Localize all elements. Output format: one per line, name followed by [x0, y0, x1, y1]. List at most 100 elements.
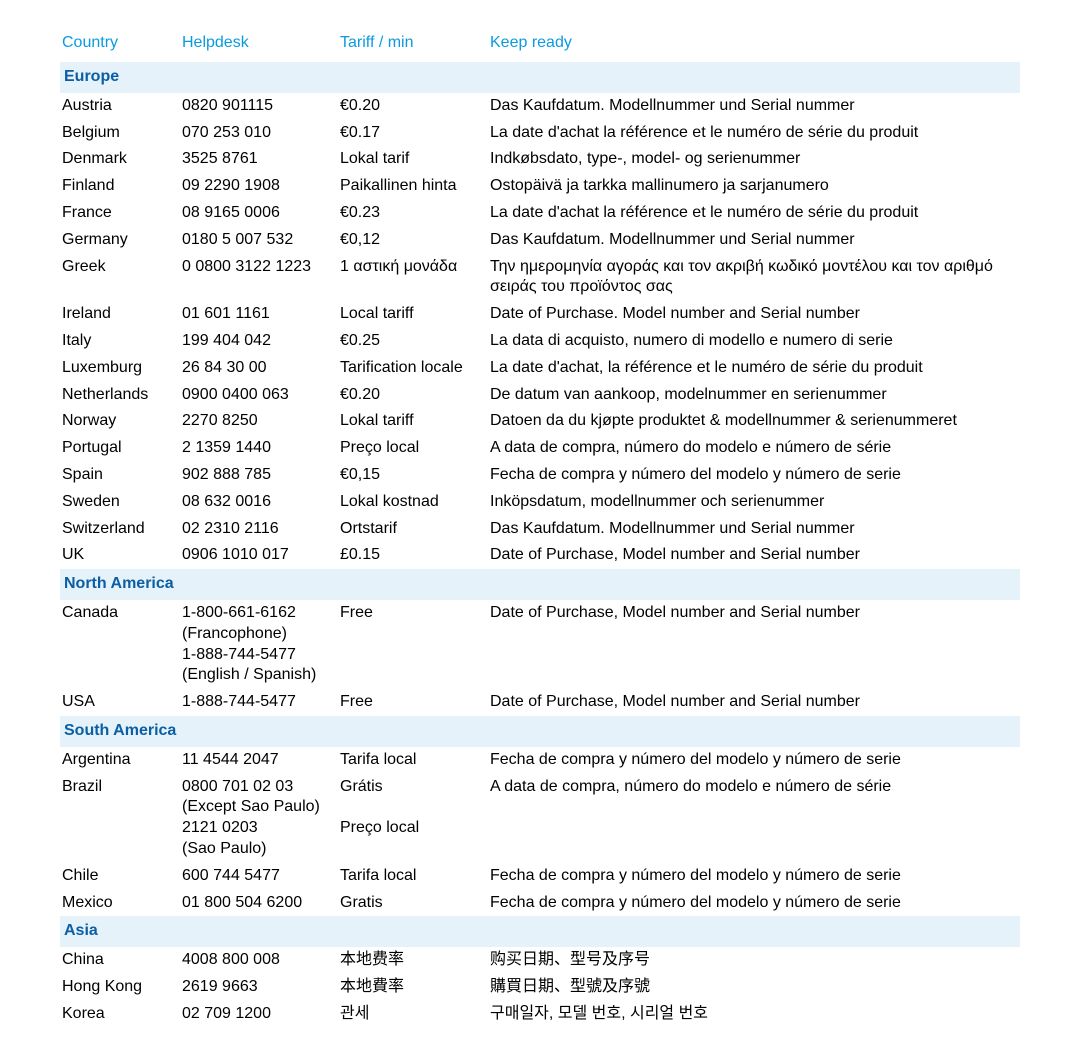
table-row: UK0906 1010 017£0.15Date of Purchase, Mo…: [60, 542, 1020, 569]
table-row: Sweden08 632 0016Lokal kostnadInköpsdatu…: [60, 489, 1020, 516]
cell-keep: 購買日期、型號及序號: [488, 974, 1020, 1001]
cell-keep: Das Kaufdatum. Modellnummer und Serial n…: [488, 93, 1020, 120]
cell-country: Portugal: [60, 435, 180, 462]
cell-helpdesk: 199 404 042: [180, 328, 338, 355]
table-row: Luxemburg26 84 30 00Tarification localeL…: [60, 355, 1020, 382]
cell-country: Hong Kong: [60, 974, 180, 1001]
cell-country: Sweden: [60, 489, 180, 516]
cell-country: Canada: [60, 600, 180, 689]
cell-helpdesk: 02 2310 2116: [180, 516, 338, 543]
cell-tariff: 1 αστική μονάδα: [338, 254, 488, 302]
cell-country: Switzerland: [60, 516, 180, 543]
cell-helpdesk: 2270 8250: [180, 408, 338, 435]
cell-keep: Date of Purchase, Model number and Seria…: [488, 689, 1020, 716]
cell-keep: 购买日期、型号及序号: [488, 947, 1020, 974]
cell-helpdesk: 26 84 30 00: [180, 355, 338, 382]
table-row: Spain902 888 785€0,15Fecha de compra y n…: [60, 462, 1020, 489]
table-row: Italy199 404 042€0.25La data di acquisto…: [60, 328, 1020, 355]
col-keepready: Keep ready: [488, 30, 1020, 62]
table-row: Brazil0800 701 02 03(Except Sao Paulo)21…: [60, 774, 1020, 863]
cell-tariff: Paikallinen hinta: [338, 173, 488, 200]
cell-helpdesk: 08 9165 0006: [180, 200, 338, 227]
cell-tariff: GrátisPreço local: [338, 774, 488, 863]
cell-helpdesk: 11 4544 2047: [180, 747, 338, 774]
cell-country: Luxemburg: [60, 355, 180, 382]
cell-keep: La data di acquisto, numero di modello e…: [488, 328, 1020, 355]
cell-keep: A data de compra, número do modelo e núm…: [488, 435, 1020, 462]
cell-country: Italy: [60, 328, 180, 355]
cell-helpdesk: 0180 5 007 532: [180, 227, 338, 254]
section-title: Asia: [60, 916, 1020, 947]
col-country: Country: [60, 30, 180, 62]
table-row: Netherlands0900 0400 063€0.20De datum va…: [60, 382, 1020, 409]
table-row: Chile600 744 5477Tarifa localFecha de co…: [60, 863, 1020, 890]
cell-helpdesk: 070 253 010: [180, 120, 338, 147]
table-row: Austria0820 901115€0.20Das Kaufdatum. Mo…: [60, 93, 1020, 120]
cell-country: Austria: [60, 93, 180, 120]
table-row: Canada1-800-661-6162(Francophone)1-888-7…: [60, 600, 1020, 689]
cell-helpdesk: 09 2290 1908: [180, 173, 338, 200]
cell-keep: De datum van aankoop, modelnummer en ser…: [488, 382, 1020, 409]
cell-helpdesk: 0906 1010 017: [180, 542, 338, 569]
cell-keep: 구매일자, 모델 번호, 시리얼 번호: [488, 1001, 1020, 1028]
cell-helpdesk: 01 601 1161: [180, 301, 338, 328]
cell-tariff: Lokal tariff: [338, 408, 488, 435]
cell-tariff: Preço local: [338, 435, 488, 462]
cell-country: Netherlands: [60, 382, 180, 409]
cell-helpdesk: 1-800-661-6162(Francophone)1-888-744-547…: [180, 600, 338, 689]
table-row: Norway2270 8250Lokal tariffDatoen da du …: [60, 408, 1020, 435]
table-row: Belgium070 253 010€0.17La date d'achat l…: [60, 120, 1020, 147]
cell-country: Denmark: [60, 146, 180, 173]
cell-country: Greek: [60, 254, 180, 302]
cell-keep: La date d'achat, la référence et le numé…: [488, 355, 1020, 382]
header-row: Country Helpdesk Tariff / min Keep ready: [60, 30, 1020, 62]
section-title: South America: [60, 716, 1020, 747]
cell-tariff: Tarifa local: [338, 863, 488, 890]
cell-helpdesk: 0800 701 02 03(Except Sao Paulo)2121 020…: [180, 774, 338, 863]
cell-country: USA: [60, 689, 180, 716]
table-row: France08 9165 0006€0.23La date d'achat l…: [60, 200, 1020, 227]
cell-tariff: €0.20: [338, 382, 488, 409]
cell-keep: Date of Purchase. Model number and Seria…: [488, 301, 1020, 328]
cell-helpdesk: 902 888 785: [180, 462, 338, 489]
table-row: Greek0 0800 3122 12231 αστική μονάδαΤην …: [60, 254, 1020, 302]
cell-country: Argentina: [60, 747, 180, 774]
col-helpdesk: Helpdesk: [180, 30, 338, 62]
cell-helpdesk: 0 0800 3122 1223: [180, 254, 338, 302]
cell-tariff: Lokal kostnad: [338, 489, 488, 516]
cell-keep: Fecha de compra y número del modelo y nú…: [488, 890, 1020, 917]
section-row: North America: [60, 569, 1020, 600]
cell-helpdesk: 2619 9663: [180, 974, 338, 1001]
cell-keep: Ostopäivä ja tarkka mallinumero ja sarja…: [488, 173, 1020, 200]
cell-country: Norway: [60, 408, 180, 435]
cell-tariff: Tarification locale: [338, 355, 488, 382]
cell-helpdesk: 02 709 1200: [180, 1001, 338, 1028]
table-row: Korea02 709 1200관세구매일자, 모델 번호, 시리얼 번호: [60, 1001, 1020, 1028]
table-row: Portugal2 1359 1440Preço localA data de …: [60, 435, 1020, 462]
cell-tariff: 관세: [338, 1001, 488, 1028]
cell-country: Belgium: [60, 120, 180, 147]
cell-keep: Date of Purchase, Model number and Seria…: [488, 542, 1020, 569]
cell-tariff: Free: [338, 689, 488, 716]
section-row: Asia: [60, 916, 1020, 947]
cell-tariff: €0.25: [338, 328, 488, 355]
cell-country: Mexico: [60, 890, 180, 917]
section-title: Europe: [60, 62, 1020, 93]
table-row: China4008 800 008本地费率购买日期、型号及序号: [60, 947, 1020, 974]
table-row: Argentina11 4544 2047Tarifa localFecha d…: [60, 747, 1020, 774]
cell-keep: Datoen da du kjøpte produktet & modellnu…: [488, 408, 1020, 435]
cell-country: France: [60, 200, 180, 227]
cell-keep: Fecha de compra y número del modelo y nú…: [488, 863, 1020, 890]
cell-country: Spain: [60, 462, 180, 489]
cell-tariff: €0.23: [338, 200, 488, 227]
cell-tariff: Tarifa local: [338, 747, 488, 774]
cell-country: Ireland: [60, 301, 180, 328]
cell-tariff: Gratis: [338, 890, 488, 917]
table-row: Hong Kong2619 9663本地費率購買日期、型號及序號: [60, 974, 1020, 1001]
table-row: Mexico01 800 504 6200GratisFecha de comp…: [60, 890, 1020, 917]
table-row: Germany0180 5 007 532€0,12Das Kaufdatum.…: [60, 227, 1020, 254]
cell-tariff: 本地費率: [338, 974, 488, 1001]
cell-country: Germany: [60, 227, 180, 254]
cell-helpdesk: 08 632 0016: [180, 489, 338, 516]
cell-helpdesk: 1-888-744-5477: [180, 689, 338, 716]
